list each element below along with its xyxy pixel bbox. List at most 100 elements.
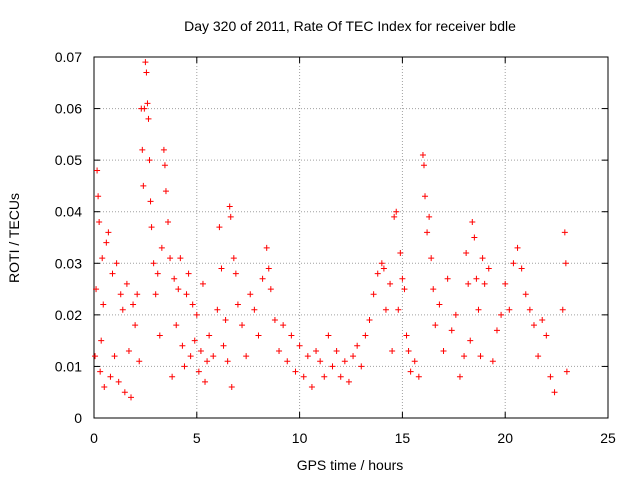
y-tick-label: 0.02 [55,307,82,323]
data-point [251,306,258,313]
data-point [119,306,126,313]
data-point [296,342,303,349]
data-point [411,358,418,365]
data-point [107,373,114,380]
data-point [522,291,529,298]
y-tick-label: 0.03 [55,255,82,271]
data-point [308,384,315,391]
data-point [321,373,328,380]
data-point [265,265,272,272]
data-point [551,389,558,396]
data-point [440,347,447,354]
x-tick-label: 5 [193,430,201,446]
data-point [228,384,235,391]
data-point [183,291,190,298]
data-point [415,373,422,380]
data-point [329,363,336,370]
data-point [130,301,137,308]
data-point [259,275,266,282]
data-point [255,332,262,339]
data-point [345,378,352,385]
data-point [304,353,311,360]
data-point [103,239,110,246]
data-point [161,162,168,169]
data-point [419,151,426,158]
data-point [420,162,427,169]
data-point [407,368,414,375]
data-point [160,146,167,153]
data-point [452,311,459,318]
data-point [428,255,435,262]
data-point [380,265,387,272]
x-tick-label: 15 [395,430,411,446]
data-point [325,332,332,339]
data-point [284,358,291,365]
data-point [263,244,270,251]
data-point [216,224,223,231]
data-point [154,270,161,277]
data-point [169,373,176,380]
data-point [113,260,120,267]
data-point [485,265,492,272]
data-point [179,342,186,349]
data-point [397,249,404,256]
data-point [469,219,476,226]
data-point [461,353,468,360]
data-point [547,373,554,380]
data-point [197,347,204,354]
data-point [292,368,299,375]
data-point [477,353,484,360]
data-point [185,270,192,277]
data-point [96,219,103,226]
data-point [202,378,209,385]
data-point [132,322,139,329]
data-point [467,337,474,344]
data-point [148,224,155,231]
data-point [300,373,307,380]
plot-frame [93,56,609,419]
data-point [518,265,525,272]
data-point [143,69,150,76]
data-point [535,353,542,360]
data-point [243,353,250,360]
data-point [424,229,431,236]
data-point [99,255,106,262]
data-point [387,280,394,287]
data-point [175,286,182,293]
data-point [430,286,437,293]
data-point [422,193,429,200]
data-point [562,260,569,267]
data-point [432,322,439,329]
data-point [530,322,537,329]
data-point [539,317,546,324]
y-tick-label: 0.07 [55,49,82,65]
data-point [92,353,99,360]
data-point [222,317,229,324]
data-point [370,291,377,298]
data-point [109,270,116,277]
data-point [195,368,202,375]
data-point [471,234,478,241]
data-point [93,286,100,293]
data-point [393,208,400,215]
data-point [146,157,153,164]
data-point [95,193,102,200]
data-point [123,280,130,287]
data-point [105,229,112,236]
data-point [206,332,213,339]
data-point [405,347,412,354]
data-point [227,213,234,220]
data-point [214,306,221,313]
data-point [401,286,408,293]
data-point [226,203,233,210]
data-point [395,306,402,313]
x-tick-label: 10 [292,430,308,446]
data-point [456,373,463,380]
data-point [239,322,246,329]
data-point [366,317,373,324]
data-point [150,260,157,267]
data-point [354,342,361,349]
y-tick-label: 0.04 [55,204,82,220]
data-point [162,188,169,195]
